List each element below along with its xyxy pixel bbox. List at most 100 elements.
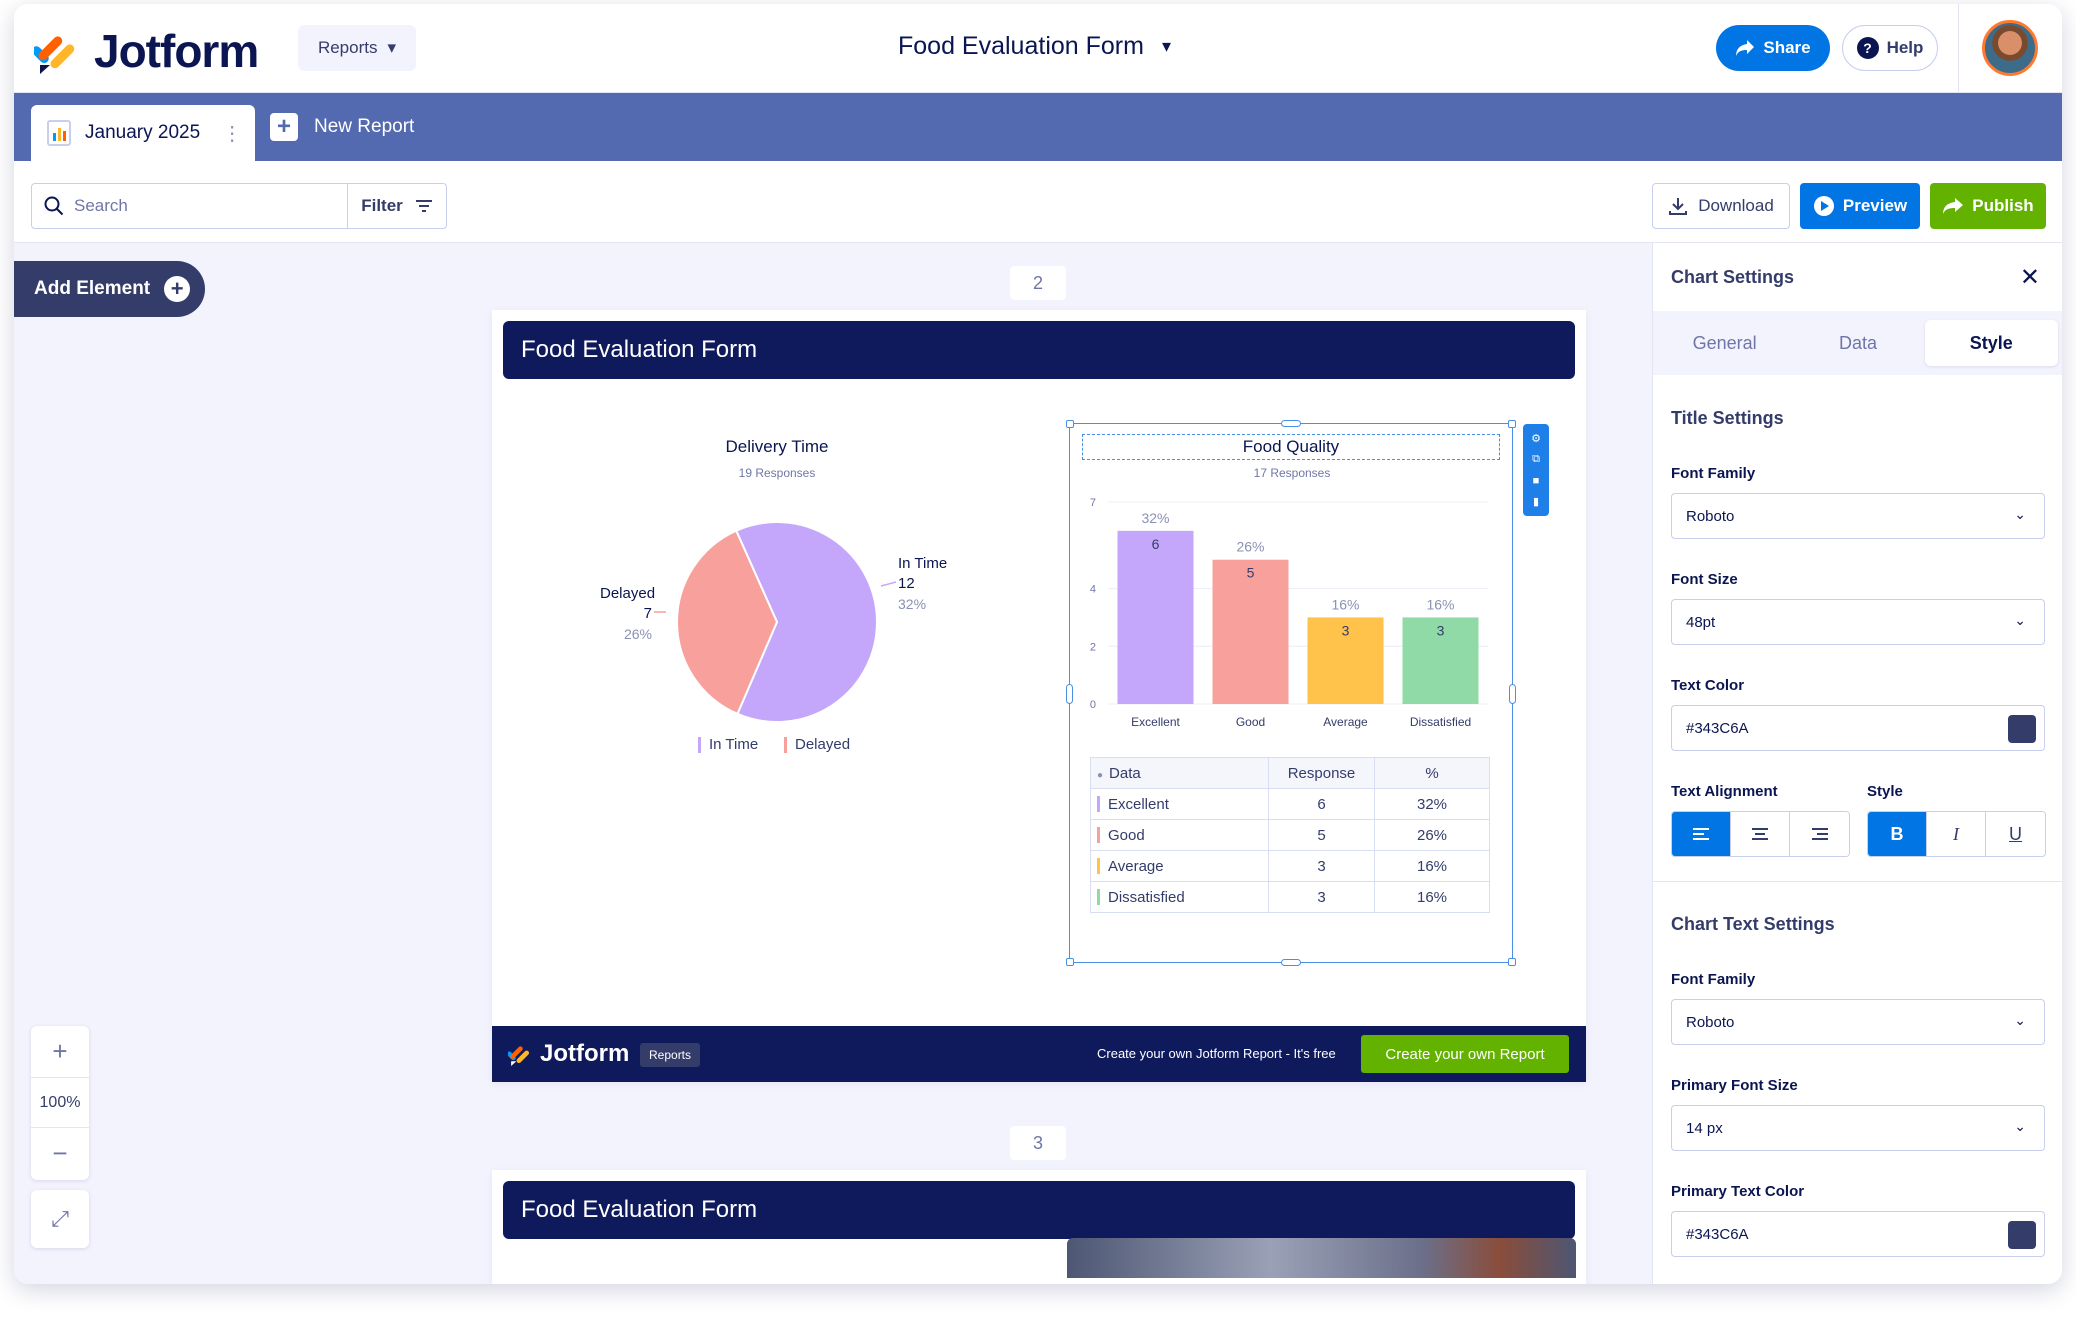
share-button[interactable]: Share <box>1716 25 1830 71</box>
bar-excellent[interactable] <box>1117 530 1194 704</box>
gear-icon[interactable]: ⚙ <box>1531 433 1541 446</box>
report-chart-icon <box>47 120 71 146</box>
legend-label: Delayed <box>795 736 851 753</box>
resize-handle[interactable] <box>1508 958 1516 966</box>
image-element[interactable] <box>1067 1238 1576 1278</box>
zoom-out-icon[interactable]: − <box>52 1138 68 1168</box>
bar-good[interactable] <box>1212 559 1289 704</box>
table-row: Good 5 26% <box>1090 819 1490 851</box>
zoom-level: 100% <box>31 1077 89 1128</box>
resize-handle[interactable] <box>1281 420 1301 427</box>
page-footer: Jotform Reports Create your own Jotform … <box>492 1026 1586 1082</box>
title-font-size-select[interactable]: 48pt ⌄ <box>1671 599 2045 645</box>
pie-slice-in-time[interactable] <box>734 521 878 723</box>
chart-font-family-select[interactable]: Roboto ⌄ <box>1671 999 2045 1045</box>
tab-data[interactable]: Data <box>1838 332 1877 353</box>
publish-label: Publish <box>1972 196 2034 215</box>
page-header[interactable]: Food Evaluation Form <box>503 1181 1575 1239</box>
reports-menu-button[interactable]: Reports ▾ <box>298 25 416 71</box>
x-tick-label: Dissatisfied <box>1410 715 1471 729</box>
bar-dissatisfied[interactable] <box>1402 617 1479 704</box>
zoom-in-icon[interactable]: + <box>52 1036 68 1066</box>
page-number: 3 <box>1010 1126 1066 1160</box>
pie-chart[interactable] <box>492 310 1062 790</box>
align-left-icon[interactable] <box>1672 812 1731 856</box>
bar-value-label: 6 <box>1152 536 1160 552</box>
trash-icon[interactable]: ▮ <box>1532 495 1540 508</box>
align-center-icon[interactable] <box>1731 812 1790 856</box>
share-label: Share <box>1763 38 1811 57</box>
bar-chart-title[interactable]: Food Quality <box>1082 434 1500 460</box>
table-header-row: ● Data Response % <box>1090 757 1490 789</box>
table-cell: Average <box>1090 850 1269 882</box>
close-icon[interactable]: ✕ <box>2019 264 2040 291</box>
chevron-down-icon: ⌄ <box>2014 612 2026 628</box>
jotform-logo-icon <box>508 1046 530 1066</box>
publish-button[interactable]: Publish <box>1930 183 2046 229</box>
jotform-logo-icon <box>34 36 75 74</box>
expand-icon[interactable]: ⤢ <box>31 1190 89 1248</box>
resize-handle[interactable] <box>1281 959 1301 966</box>
resize-handle[interactable] <box>1066 684 1073 704</box>
select-value: 48pt <box>1686 613 1716 631</box>
element-toolbar: ⚙ ⧉ ■ ▮ <box>1523 424 1549 516</box>
y-tick-label: 2 <box>1090 641 1096 653</box>
filter-button[interactable]: Filter <box>348 196 446 216</box>
footer-logo: Jotform <box>508 1040 629 1068</box>
download-icon <box>1669 198 1688 215</box>
align-right-icon[interactable] <box>1790 812 1849 856</box>
lock-icon[interactable]: ■ <box>1532 474 1540 487</box>
tab-january-2025[interactable]: January 2025 ⋮ <box>31 105 255 161</box>
tab-style[interactable]: Style <box>1924 320 2058 366</box>
toolbar: Search Filter Download Preview Publish <box>14 161 2062 243</box>
x-tick-label: Good <box>1236 715 1265 729</box>
page-header[interactable]: Food Evaluation Form <box>503 321 1575 379</box>
tab-general[interactable]: General <box>1692 332 1757 353</box>
primary-font-size-select[interactable]: 14 px ⌄ <box>1671 1105 2045 1151</box>
section-divider <box>1653 881 2062 882</box>
pie-slice-delayed[interactable] <box>676 529 779 716</box>
title-text-color-input[interactable]: #343C6A <box>1671 705 2045 751</box>
bar-average[interactable] <box>1307 617 1384 704</box>
duplicate-icon[interactable]: ⧉ <box>1532 453 1540 466</box>
form-title-dropdown[interactable]: Food Evaluation Form ▾ <box>898 32 1171 61</box>
table-cell: 5 <box>1268 819 1375 851</box>
panel-title: Chart Settings <box>1671 266 1795 287</box>
resize-handle[interactable] <box>1508 420 1516 428</box>
zoom-controls: + 100% − <box>31 1026 89 1180</box>
resize-handle[interactable] <box>1509 684 1516 704</box>
resize-handle[interactable] <box>1066 958 1074 966</box>
color-swatch[interactable] <box>2008 1221 2036 1249</box>
bold-icon[interactable]: B <box>1868 812 1927 856</box>
pie-label-name: Delayed <box>600 585 656 602</box>
create-report-button[interactable]: Create your own Report <box>1361 1035 1569 1073</box>
jotform-logo[interactable]: Jotform <box>34 24 259 78</box>
bar-chart-element[interactable]: Food Quality 17 Responses 0 2 4 7 32% 6 Excell… <box>1066 420 1516 966</box>
chart-settings-panel: Chart Settings ✕ General Data Style Titl… <box>1652 243 2062 1284</box>
add-element-button[interactable]: Add Element + <box>14 261 205 317</box>
field-label: Font Family <box>1671 971 1756 988</box>
avatar[interactable] <box>1982 20 2038 76</box>
pie-label-name: In Time <box>898 555 948 572</box>
bar-chart[interactable]: 0 2 4 7 32% 6 Excellent 26% 5 Good 16% 3 Average 16% 3… <box>1070 424 1514 754</box>
primary-text-color-input[interactable]: #343C6A <box>1671 1211 2045 1257</box>
title-font-family-select[interactable]: Roboto ⌄ <box>1671 493 2045 539</box>
preview-button[interactable]: Preview <box>1800 183 1920 229</box>
section-title: Chart Text Settings <box>1671 914 1835 934</box>
table-cell: 16% <box>1374 881 1490 913</box>
download-button[interactable]: Download <box>1652 183 1790 229</box>
kebab-icon[interactable]: ⋮ <box>222 122 243 145</box>
italic-icon[interactable]: I <box>1927 812 1986 856</box>
underline-icon[interactable]: U <box>1986 812 2045 856</box>
search-input[interactable]: Search <box>32 184 348 228</box>
new-report-button[interactable]: + New Report <box>270 113 414 141</box>
panel-tabs: General Data Style <box>1653 311 2062 375</box>
help-button[interactable]: ? Help <box>1842 25 1938 71</box>
pie-legend-item[interactable]: In Time <box>698 736 758 753</box>
select-value: Roboto <box>1686 507 1735 525</box>
publish-arrow-icon <box>1943 198 1964 214</box>
table-header: Response <box>1268 757 1375 789</box>
resize-handle[interactable] <box>1066 420 1074 428</box>
color-swatch[interactable] <box>2008 715 2036 743</box>
pie-legend-item[interactable]: Delayed <box>784 736 850 753</box>
